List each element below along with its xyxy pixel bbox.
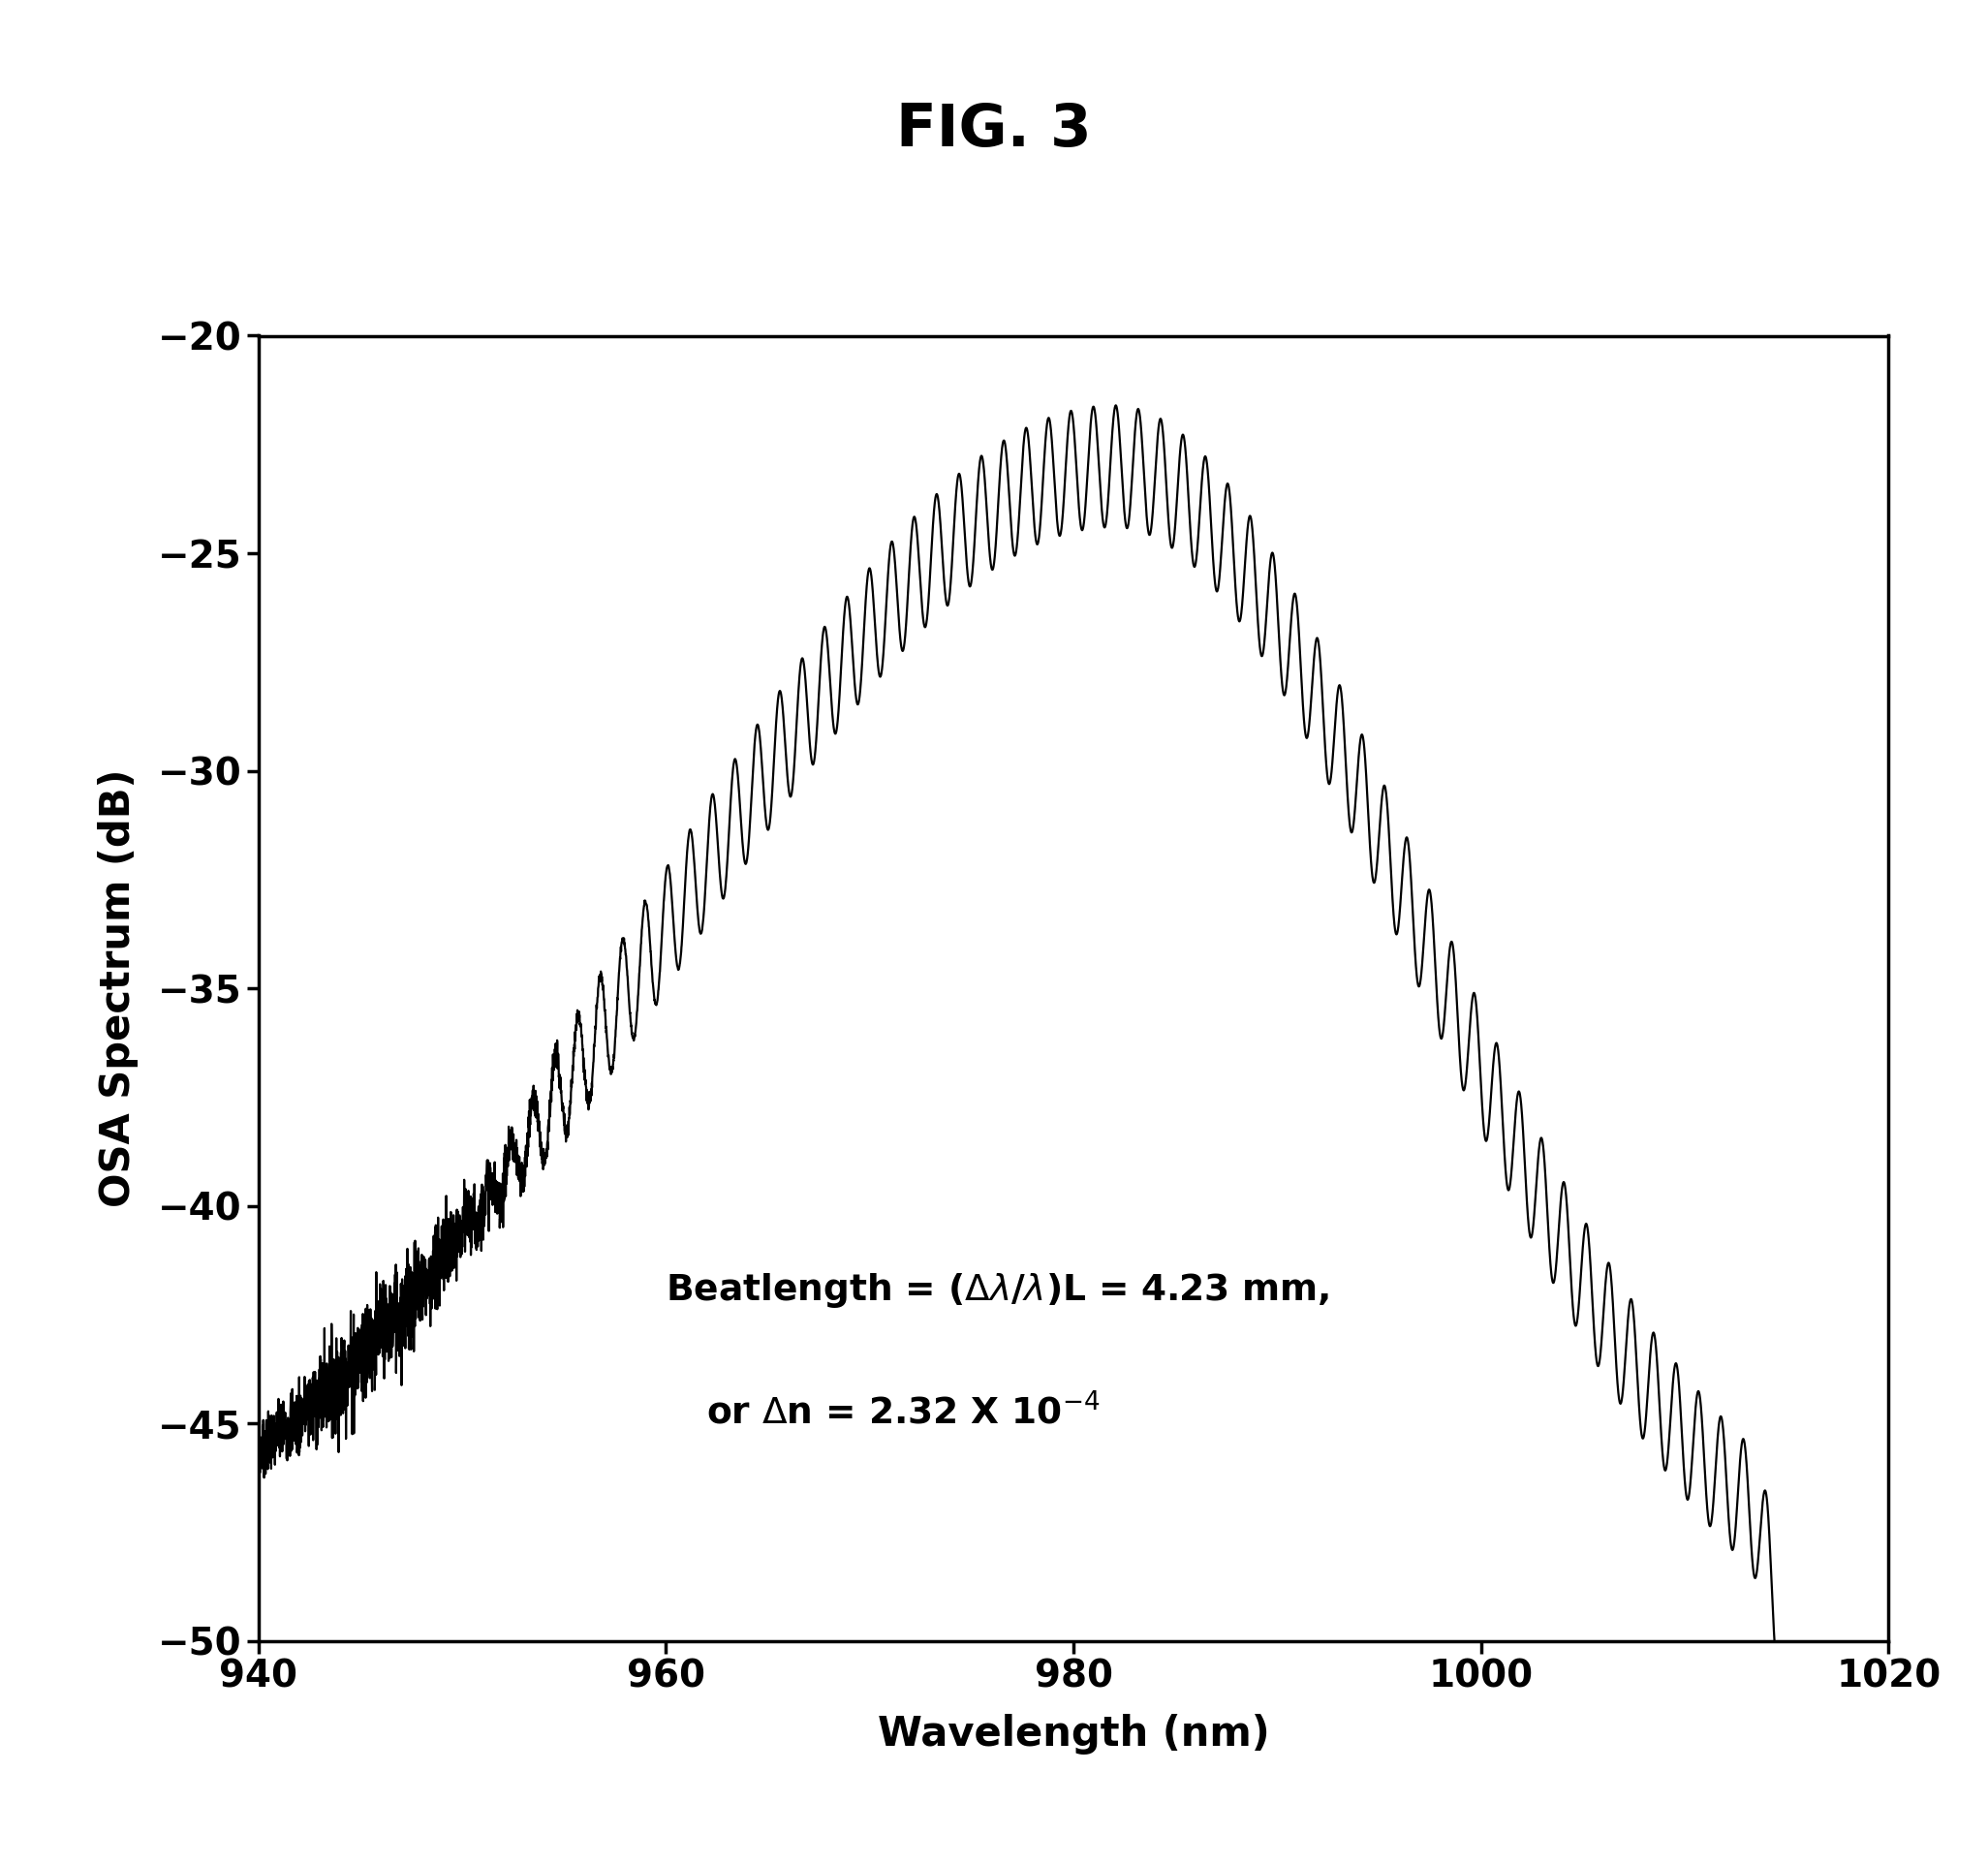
- Text: Beatlength = ($\Delta\lambda$/$\lambda$)L = 4.23 mm,: Beatlength = ($\Delta\lambda$/$\lambda$)…: [666, 1272, 1330, 1309]
- Y-axis label: OSA Spectrum (dB): OSA Spectrum (dB): [97, 768, 139, 1209]
- X-axis label: Wavelength (nm): Wavelength (nm): [877, 1714, 1270, 1755]
- Text: FIG. 3: FIG. 3: [897, 103, 1091, 159]
- Text: or $\Delta$n = 2.32 X 10$^{-4}$: or $\Delta$n = 2.32 X 10$^{-4}$: [708, 1393, 1101, 1432]
